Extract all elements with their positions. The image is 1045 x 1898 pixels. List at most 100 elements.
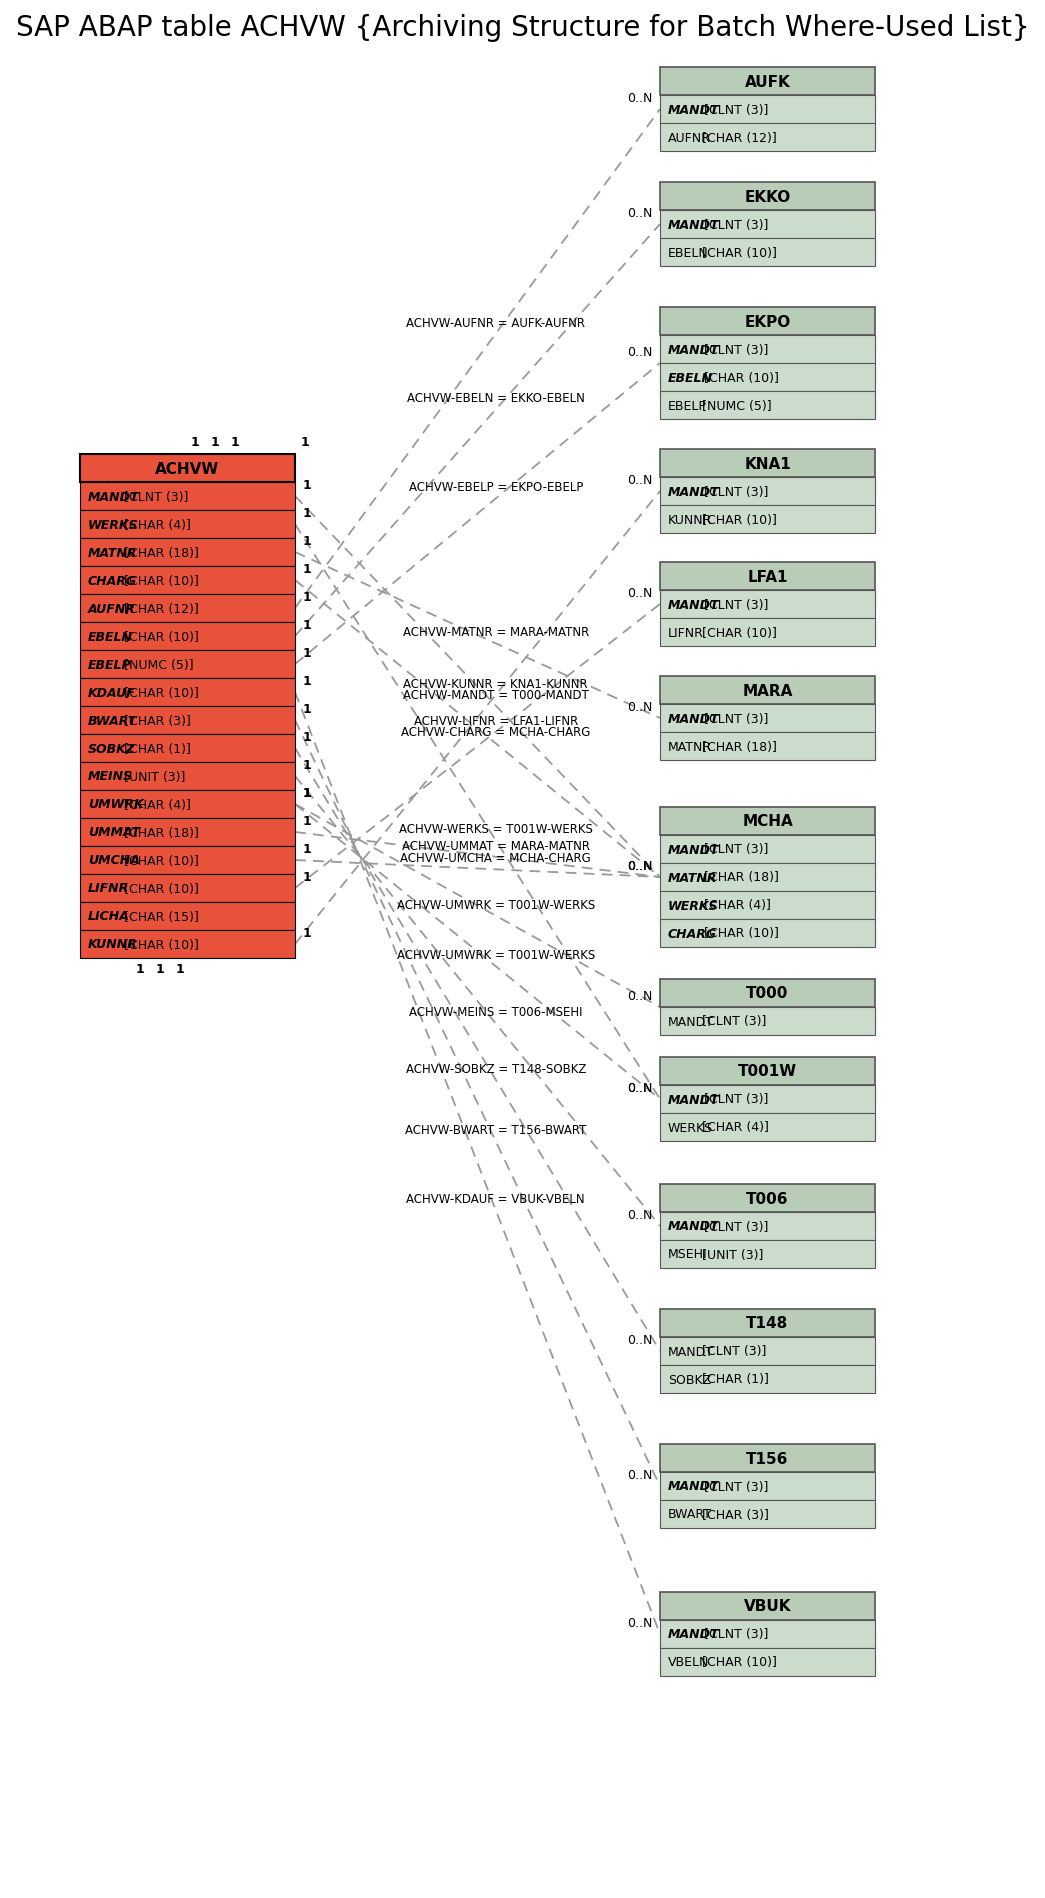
Text: T006: T006 xyxy=(746,1190,789,1205)
Bar xyxy=(80,511,295,539)
Text: ACHVW-UMMAT = MARA-MATNR: ACHVW-UMMAT = MARA-MATNR xyxy=(401,839,589,852)
Bar xyxy=(660,182,875,211)
Bar xyxy=(660,336,875,364)
Text: EBELN: EBELN xyxy=(668,247,709,260)
Text: [CHAR (18)]: [CHAR (18)] xyxy=(700,871,780,884)
Text: MANDT: MANDT xyxy=(668,1093,720,1107)
Bar xyxy=(660,391,875,419)
Text: AUFNR: AUFNR xyxy=(88,602,136,615)
Text: 0..N: 0..N xyxy=(627,1082,652,1095)
Text: WERKS: WERKS xyxy=(88,518,139,531)
Text: 0..N: 0..N xyxy=(627,1617,652,1628)
Bar xyxy=(660,1057,875,1086)
Text: LFA1: LFA1 xyxy=(747,569,788,585)
Text: MANDT: MANDT xyxy=(668,1220,720,1234)
Bar xyxy=(660,1473,875,1499)
Text: MANDT: MANDT xyxy=(668,1628,720,1640)
Text: KUNNR: KUNNR xyxy=(668,512,713,526)
Bar xyxy=(660,979,875,1008)
Text: MCHA: MCHA xyxy=(742,814,793,829)
Bar xyxy=(660,864,875,892)
Text: 0..N: 0..N xyxy=(627,1209,652,1220)
Text: [CLNT (3)]: [CLNT (3)] xyxy=(700,344,769,357)
Text: 1: 1 xyxy=(156,962,164,976)
Bar xyxy=(660,1213,875,1241)
Text: ACHVW-MATNR = MARA-MATNR: ACHVW-MATNR = MARA-MATNR xyxy=(402,626,589,640)
Bar xyxy=(660,1499,875,1528)
Bar xyxy=(660,619,875,647)
Text: MEINS: MEINS xyxy=(88,771,133,784)
Text: AUFNR: AUFNR xyxy=(668,131,711,144)
Bar xyxy=(80,735,295,763)
Text: 1: 1 xyxy=(303,619,311,632)
Text: 0..N: 0..N xyxy=(627,1469,652,1480)
Text: [CHAR (4)]: [CHAR (4)] xyxy=(698,1122,769,1133)
Text: ACHVW-LIFNR = LFA1-LIFNR: ACHVW-LIFNR = LFA1-LIFNR xyxy=(414,714,578,727)
Bar xyxy=(660,919,875,947)
Text: MATNR: MATNR xyxy=(88,547,138,560)
Text: 1: 1 xyxy=(303,843,311,856)
Text: [CLNT (3)]: [CLNT (3)] xyxy=(700,1480,769,1492)
Text: 1: 1 xyxy=(303,507,311,520)
Bar xyxy=(80,651,295,679)
Bar xyxy=(660,1184,875,1213)
Text: [CHAR (15)]: [CHAR (15)] xyxy=(120,909,200,922)
Text: [CHAR (4)]: [CHAR (4)] xyxy=(120,797,191,810)
Text: [CHAR (10)]: [CHAR (10)] xyxy=(698,626,776,640)
Text: 0..N: 0..N xyxy=(627,345,652,359)
Text: MANDT: MANDT xyxy=(88,490,139,503)
Text: ACHVW-EBELP = EKPO-EBELP: ACHVW-EBELP = EKPO-EBELP xyxy=(409,482,583,493)
Bar xyxy=(80,875,295,903)
Bar xyxy=(660,478,875,505)
Text: 1: 1 xyxy=(303,702,311,716)
Text: BWART: BWART xyxy=(668,1507,712,1520)
Text: [CLNT (3)]: [CLNT (3)] xyxy=(700,1628,769,1640)
Text: [CLNT (3)]: [CLNT (3)] xyxy=(700,104,769,116)
Text: 1: 1 xyxy=(303,562,311,575)
Text: [CLNT (3)]: [CLNT (3)] xyxy=(700,598,769,611)
Text: LIFNR: LIFNR xyxy=(88,883,130,896)
Text: WERKS: WERKS xyxy=(668,900,719,913)
Bar xyxy=(80,568,295,594)
Text: [UNIT (3)]: [UNIT (3)] xyxy=(120,771,186,784)
Bar xyxy=(80,763,295,791)
Text: ACHVW-EBELN = EKKO-EBELN: ACHVW-EBELN = EKKO-EBELN xyxy=(407,393,585,404)
Text: [CLNT (3)]: [CLNT (3)] xyxy=(700,1220,769,1234)
Bar xyxy=(80,706,295,735)
Bar xyxy=(80,539,295,568)
Text: MATNR: MATNR xyxy=(668,740,712,754)
Text: MANDT: MANDT xyxy=(668,1480,720,1492)
Text: EBELN: EBELN xyxy=(88,630,133,643)
Text: ACHVW-BWART = T156-BWART: ACHVW-BWART = T156-BWART xyxy=(405,1124,586,1137)
Bar xyxy=(660,1647,875,1676)
Bar xyxy=(660,1114,875,1141)
Text: [CLNT (3)]: [CLNT (3)] xyxy=(700,712,769,725)
Text: 1: 1 xyxy=(303,871,311,884)
Text: ACHVW-UMWRK = T001W-WERKS: ACHVW-UMWRK = T001W-WERKS xyxy=(397,949,595,962)
Text: KUNNR: KUNNR xyxy=(88,938,138,951)
Text: 1: 1 xyxy=(190,437,200,448)
Text: [CHAR (10)]: [CHAR (10)] xyxy=(698,512,776,526)
Text: CHARG: CHARG xyxy=(88,575,137,586)
Text: 0..N: 0..N xyxy=(627,207,652,220)
Text: 0..N: 0..N xyxy=(627,1332,652,1346)
Text: 0..N: 0..N xyxy=(627,700,652,714)
Text: SAP ABAP table ACHVW {Archiving Structure for Batch Where-Used List}: SAP ABAP table ACHVW {Archiving Structur… xyxy=(16,13,1029,42)
Bar xyxy=(660,1241,875,1268)
Bar xyxy=(80,791,295,818)
Text: MANDT: MANDT xyxy=(668,1346,714,1357)
Text: LICHA: LICHA xyxy=(88,909,130,922)
Bar xyxy=(660,1365,875,1393)
Bar xyxy=(660,1086,875,1114)
Text: LIFNR: LIFNR xyxy=(668,626,704,640)
Text: 0..N: 0..N xyxy=(627,860,652,873)
Text: T156: T156 xyxy=(746,1450,789,1465)
Text: [CHAR (10)]: [CHAR (10)] xyxy=(120,687,200,698)
Text: [CHAR (1)]: [CHAR (1)] xyxy=(120,742,191,755)
Text: EBELP: EBELP xyxy=(668,399,706,412)
Bar xyxy=(660,211,875,239)
Text: AUFK: AUFK xyxy=(745,74,790,89)
Bar xyxy=(660,239,875,268)
Bar xyxy=(660,450,875,478)
Text: UMWRK: UMWRK xyxy=(88,797,143,810)
